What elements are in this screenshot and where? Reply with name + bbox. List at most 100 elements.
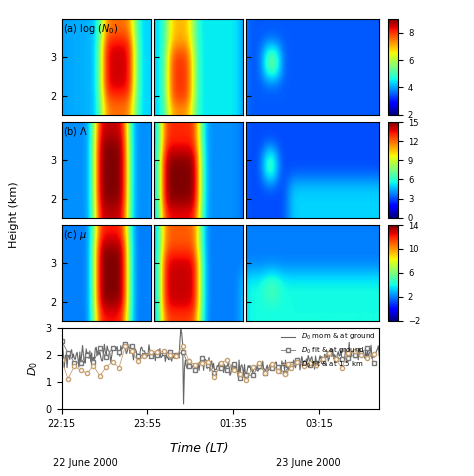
Text: Height (km): Height (km) — [9, 181, 19, 248]
$D_0$ fit & at 1.5 km — [237, 371, 243, 377]
$D_0$ fit & at 1.5 km — [358, 352, 364, 357]
$D_0$ fit & at ground — [301, 360, 307, 366]
$D_0$ fit & at 1.5 km — [307, 360, 313, 366]
$D_0$ fit & at ground — [333, 356, 338, 362]
$D_0$ fit & at 1.5 km — [91, 363, 96, 369]
$D_0$ fit & at 1.5 km — [116, 365, 122, 371]
$D_0$ fit & at ground — [84, 352, 90, 358]
Text: 22 June 2000: 22 June 2000 — [53, 458, 118, 468]
$D_0$ fit & at ground — [352, 352, 357, 358]
$D_0$ fit & at ground — [346, 355, 351, 360]
$D_0$ fit & at 1.5 km — [320, 356, 326, 361]
$D_0$ fit & at 1.5 km — [72, 363, 77, 369]
$D_0$ mom & at ground — [374, 348, 379, 354]
$D_0$ fit & at ground — [59, 338, 64, 344]
$D_0$ fit & at 1.5 km — [339, 365, 345, 370]
$D_0$ fit & at ground — [161, 350, 166, 356]
$D_0$ fit & at ground — [326, 350, 332, 356]
$D_0$ fit & at ground — [199, 356, 205, 361]
$D_0$ fit & at 1.5 km — [84, 370, 90, 376]
$D_0$ fit & at ground — [282, 370, 287, 376]
$D_0$ fit & at ground — [256, 363, 262, 368]
$D_0$ fit & at ground — [307, 362, 313, 367]
Y-axis label: $D_0$: $D_0$ — [26, 361, 40, 376]
$D_0$ fit & at 1.5 km — [148, 349, 154, 355]
$D_0$ fit & at ground — [365, 345, 370, 351]
$D_0$ mom & at ground — [59, 338, 64, 344]
$D_0$ fit & at 1.5 km — [142, 353, 147, 359]
$D_0$ mom & at ground — [178, 325, 183, 331]
$D_0$ fit & at 1.5 km — [250, 365, 255, 370]
$D_0$ fit & at 1.5 km — [218, 360, 224, 366]
$D_0$ fit & at ground — [110, 345, 116, 351]
$D_0$ fit & at ground — [142, 352, 147, 358]
$D_0$ fit & at ground — [116, 349, 122, 355]
$D_0$ fit & at ground — [218, 366, 224, 371]
$D_0$ fit & at 1.5 km — [97, 373, 103, 378]
$D_0$ fit & at ground — [167, 349, 173, 355]
$D_0$ fit & at ground — [148, 353, 154, 359]
$D_0$ fit & at 1.5 km — [263, 371, 268, 377]
$D_0$ fit & at ground — [122, 341, 128, 347]
$D_0$ mom & at ground — [230, 366, 236, 372]
$D_0$ fit & at 1.5 km — [365, 355, 370, 361]
$D_0$ fit & at 1.5 km — [301, 363, 307, 369]
$D_0$ fit & at 1.5 km — [371, 351, 376, 357]
$D_0$ fit & at ground — [129, 343, 135, 349]
$D_0$ fit & at 1.5 km — [180, 343, 185, 348]
$D_0$ fit & at 1.5 km — [282, 371, 287, 377]
$D_0$ fit & at 1.5 km — [122, 344, 128, 349]
$D_0$ fit & at ground — [314, 360, 319, 366]
$D_0$ fit & at 1.5 km — [135, 358, 141, 364]
$D_0$ fit & at 1.5 km — [288, 366, 294, 371]
$D_0$ fit & at ground — [78, 360, 83, 366]
Text: 23 June 2000: 23 June 2000 — [276, 458, 340, 468]
$D_0$ fit & at 1.5 km — [346, 350, 351, 356]
$D_0$ mom & at ground — [181, 401, 186, 407]
$D_0$ fit & at ground — [180, 349, 185, 355]
$D_0$ fit & at 1.5 km — [256, 360, 262, 366]
$D_0$ fit & at 1.5 km — [275, 368, 281, 374]
$D_0$ fit & at 1.5 km — [59, 357, 64, 363]
Text: (a) log ($N_0$): (a) log ($N_0$) — [64, 22, 118, 36]
$D_0$ fit & at 1.5 km — [65, 376, 71, 382]
Text: Time (LT): Time (LT) — [170, 442, 228, 455]
$D_0$ fit & at ground — [135, 353, 141, 359]
$D_0$ fit & at 1.5 km — [173, 353, 179, 359]
$D_0$ fit & at ground — [97, 345, 103, 351]
$D_0$ fit & at 1.5 km — [167, 352, 173, 357]
$D_0$ fit & at ground — [269, 365, 274, 371]
Line: $D_0$ mom & at ground: $D_0$ mom & at ground — [62, 328, 379, 404]
$D_0$ fit & at ground — [320, 357, 326, 363]
$D_0$ fit & at ground — [237, 375, 243, 381]
$D_0$ fit & at 1.5 km — [294, 359, 300, 365]
$D_0$ fit & at 1.5 km — [186, 358, 192, 364]
$D_0$ fit & at ground — [231, 361, 237, 367]
$D_0$ mom & at ground — [144, 351, 149, 357]
Text: (c) $\mu$: (c) $\mu$ — [64, 228, 87, 242]
$D_0$ fit & at ground — [186, 363, 192, 369]
$D_0$ fit & at 1.5 km — [155, 349, 160, 355]
$D_0$ fit & at ground — [72, 360, 77, 366]
$D_0$ fit & at ground — [103, 355, 109, 360]
$D_0$ fit & at 1.5 km — [212, 374, 218, 379]
$D_0$ fit & at 1.5 km — [231, 367, 237, 373]
$D_0$ fit & at 1.5 km — [192, 362, 198, 368]
$D_0$ fit & at 1.5 km — [224, 357, 230, 363]
$D_0$ fit & at 1.5 km — [352, 348, 357, 354]
$D_0$ fit & at 1.5 km — [333, 357, 338, 362]
Line: $D_0$ fit & at ground: $D_0$ fit & at ground — [60, 339, 376, 380]
$D_0$ fit & at ground — [212, 370, 218, 376]
$D_0$ fit & at ground — [288, 361, 294, 367]
Line: $D_0$ fit & at 1.5 km: $D_0$ fit & at 1.5 km — [60, 344, 376, 382]
$D_0$ fit & at ground — [173, 352, 179, 358]
$D_0$ fit & at ground — [224, 367, 230, 373]
$D_0$ fit & at 1.5 km — [161, 348, 166, 354]
$D_0$ fit & at ground — [339, 356, 345, 361]
$D_0$ fit & at ground — [263, 370, 268, 376]
$D_0$ mom & at ground — [365, 348, 370, 354]
$D_0$ fit & at ground — [91, 359, 96, 365]
$D_0$ fit & at ground — [244, 372, 249, 378]
Legend: $D_0$ mom & at ground, $D_0$ fit & at ground, $D_0$ fit & at 1.5 km: $D_0$ mom & at ground, $D_0$ fit & at gr… — [279, 329, 378, 373]
$D_0$ fit & at ground — [371, 360, 376, 366]
